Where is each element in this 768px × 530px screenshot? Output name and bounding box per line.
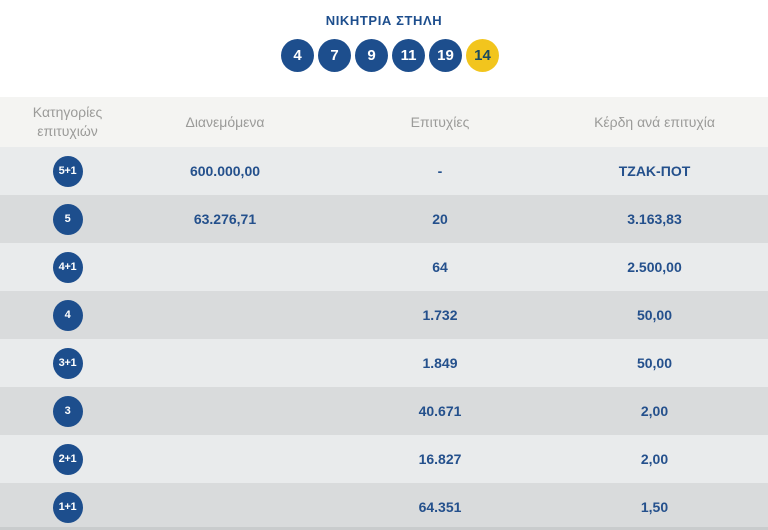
prize-value: 50,00 — [636, 307, 673, 323]
column-header-wins: Επιτυχίες — [410, 113, 470, 130]
column-header-categories: Κατηγορίες επιτυχιών — [32, 104, 103, 139]
prize-value: 1,50 — [640, 499, 669, 515]
column-header-distributed: Διανεμόμενα — [185, 113, 265, 130]
table-row: 4+1 64 2.500,00 — [0, 243, 768, 291]
category-ball: 3+1 — [52, 347, 83, 379]
category-ball: 4+1 — [52, 251, 83, 283]
category-ball: 5 — [52, 203, 83, 235]
table-body: 5+1 600.000,00 - ΤΖΑΚ-ΠΟΤ 5 63.276,71 20 3.163,… — [0, 147, 768, 530]
prize-value: 2,00 — [640, 403, 669, 419]
table-row: 5+1 600.000,00 - ΤΖΑΚ-ΠΟΤ — [0, 147, 768, 195]
prize-value: ΤΖΑΚ-ΠΟΤ — [618, 163, 691, 179]
category-cell: 5+1 — [0, 155, 135, 187]
winning-column-title: ΝΙΚΗΤΡΙΑ ΣΤΗΛΗ — [325, 13, 443, 28]
table-header-row: Κατηγορίες επιτυχιών Διανεμόμενα Επιτυχί… — [0, 97, 768, 147]
winning-number-ball: 19 — [429, 39, 462, 72]
category-ball: 4 — [52, 299, 83, 331]
wins-value: - — [437, 163, 443, 179]
table-row: 2+1 16.827 2,00 — [0, 435, 768, 483]
winning-number-ball: 9 — [355, 39, 388, 72]
prize-tiers-table: Κατηγορίες επιτυχιών Διανεμόμενα Επιτυχί… — [0, 97, 768, 530]
distributed-value: 600.000,00 — [189, 163, 261, 179]
wins-value: 20 — [432, 211, 448, 227]
distributed-value: 63.276,71 — [193, 211, 257, 227]
winning-number-ball: 7 — [318, 39, 351, 72]
table-row: 1+1 64.351 1,50 — [0, 483, 768, 530]
category-ball: 5+1 — [52, 155, 83, 187]
prize-value: 50,00 — [636, 355, 673, 371]
category-ball: 3 — [52, 395, 83, 427]
category-cell: 4 — [0, 299, 135, 331]
table-row: 3 40.671 2,00 — [0, 387, 768, 435]
prize-value: 3.163,83 — [627, 211, 682, 227]
bottom-edge-divider — [0, 527, 768, 530]
category-cell: 3+1 — [0, 347, 135, 379]
winning-number-ball: 11 — [392, 39, 425, 72]
wins-value: 16.827 — [418, 451, 462, 467]
winning-column-section: ΝΙΚΗΤΡΙΑ ΣΤΗΛΗ 4 7 9 11 19 14 — [0, 0, 768, 97]
table-row: 4 1.732 50,00 — [0, 291, 768, 339]
category-cell: 1+1 — [0, 491, 135, 523]
table-row: 3+1 1.849 50,00 — [0, 339, 768, 387]
winning-number-ball: 4 — [281, 39, 314, 72]
table-row: 5 63.276,71 20 3.163,83 — [0, 195, 768, 243]
column-header-prize: Κέρδη ανά επιτυχία — [594, 113, 715, 130]
wins-value: 1.732 — [422, 307, 458, 323]
category-cell: 4+1 — [0, 251, 135, 283]
category-cell: 2+1 — [0, 443, 135, 475]
category-ball: 2+1 — [52, 443, 83, 475]
wins-value: 40.671 — [418, 403, 462, 419]
wins-value: 64.351 — [418, 499, 462, 515]
category-ball: 1+1 — [52, 491, 83, 523]
prize-value: 2,00 — [640, 451, 669, 467]
bonus-number-ball: 14 — [466, 39, 499, 72]
category-cell: 3 — [0, 395, 135, 427]
category-cell: 5 — [0, 203, 135, 235]
wins-value: 1.849 — [422, 355, 458, 371]
prize-value: 2.500,00 — [627, 259, 682, 275]
wins-value: 64 — [432, 259, 448, 275]
winning-balls: 4 7 9 11 19 14 — [0, 39, 768, 72]
